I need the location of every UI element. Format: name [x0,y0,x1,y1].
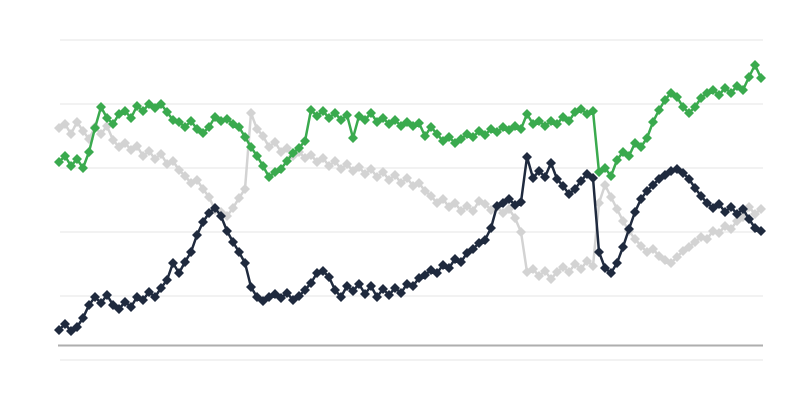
green-series-markers [54,60,766,182]
dark-navy-series [54,152,766,336]
gridlines [60,39,763,361]
light-gray-series [54,108,766,284]
light-gray-series-markers [54,108,766,284]
green-series [54,60,766,182]
dark-navy-series-markers [54,152,766,336]
light-gray-series-line [57,111,763,281]
